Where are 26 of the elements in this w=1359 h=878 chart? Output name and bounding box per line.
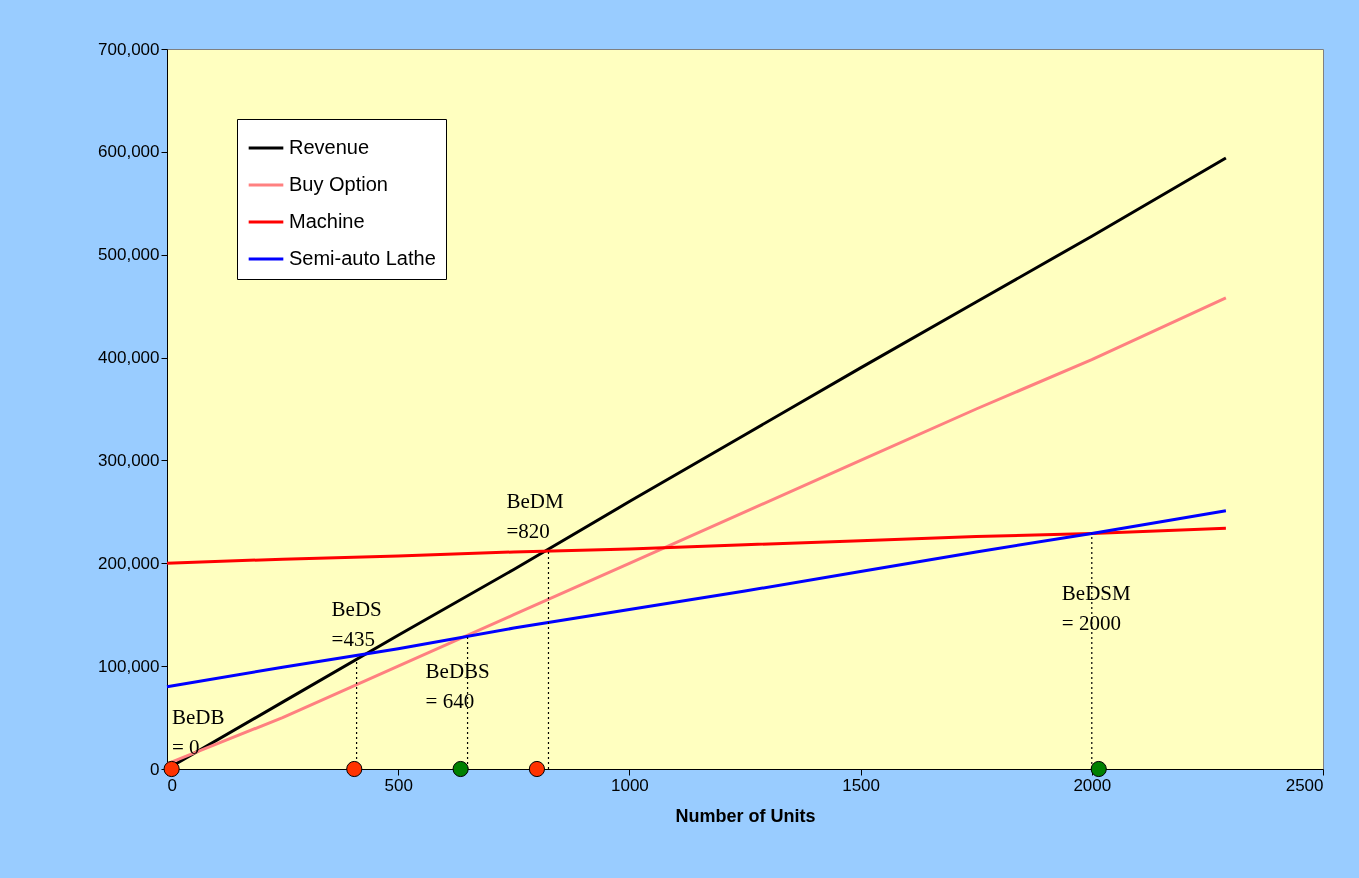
y-tick-label: 500,000 bbox=[98, 245, 160, 265]
y-tick-label: 400,000 bbox=[98, 348, 160, 368]
x-tick-label: 1500 bbox=[842, 775, 881, 795]
line-series bbox=[165, 526, 1228, 565]
annotation: BeDSM = 2000 bbox=[1061, 581, 1131, 636]
y-tick-label: 0 bbox=[150, 759, 160, 779]
annotation: BeDS =435 bbox=[331, 596, 382, 651]
annotation: BeDBS = 640 bbox=[425, 659, 490, 714]
legend-label: Revenue bbox=[289, 136, 370, 158]
y-tick-label: 700,000 bbox=[98, 39, 160, 59]
y-tick-label: 100,000 bbox=[98, 656, 160, 676]
y-tick-label: 200,000 bbox=[98, 553, 160, 573]
x-tick-label: 0 bbox=[167, 775, 177, 795]
annotation: BeDM =820 bbox=[506, 488, 564, 543]
y-tick-label: 600,000 bbox=[98, 142, 160, 162]
y-tick-label: 300,000 bbox=[98, 450, 160, 470]
x-tick-label: 500 bbox=[384, 775, 413, 795]
annotation: BeDB = 0 bbox=[172, 705, 225, 759]
legend-label: Machine bbox=[289, 210, 365, 232]
legend-label: Buy Option bbox=[289, 173, 388, 195]
x-tick-label: 1000 bbox=[610, 775, 649, 795]
x-tick-label: 2000 bbox=[1073, 775, 1112, 795]
line-series bbox=[165, 509, 1228, 689]
x-tick-label: 2500 bbox=[1285, 775, 1324, 795]
x-axis-title: Number of Units bbox=[675, 805, 816, 826]
legend-label: Semi-auto Lathe bbox=[289, 247, 436, 269]
